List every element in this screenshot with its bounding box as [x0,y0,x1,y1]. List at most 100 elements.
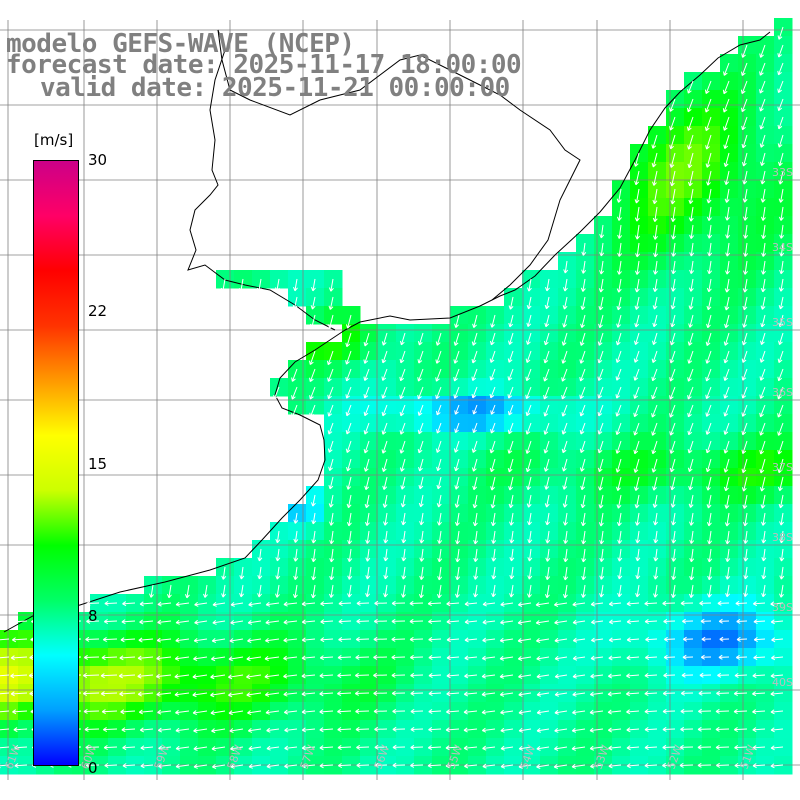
wind-arrow [490,422,496,434]
wind-arrow [651,440,658,455]
wind-arrow [326,350,334,366]
wind-cell [666,630,685,649]
wind-arrow [705,350,712,364]
wind-arrow [0,674,10,677]
wind-arrow [246,656,262,662]
wind-arrow [778,188,784,203]
wind-cell [198,684,217,703]
wind-arrow [0,710,10,713]
wind-cell [18,648,37,667]
wind-arrow [166,584,172,599]
wind-arrow [345,422,352,435]
wind-arrow [401,512,407,526]
wind-arrow [446,601,460,607]
wind-cell [522,648,541,667]
wind-arrow [157,727,172,733]
wind-arrow [633,422,640,436]
wind-arrow [554,619,568,625]
wind-arrow [725,242,731,257]
wind-arrow [760,188,766,203]
wind-arrow [319,745,334,751]
wind-arrow [283,619,298,625]
wind-cell [108,720,127,739]
wind-arrow [724,512,730,527]
wind-arrow [633,368,640,381]
wind-cell [450,720,469,739]
wind-arrow [399,350,406,364]
wind-arrow [527,512,533,526]
wind-arrow [10,673,28,679]
wind-arrow [599,548,605,563]
wind-cell [288,738,307,757]
wind-arrow [10,691,28,697]
wind-arrow [338,636,352,642]
wind-cell [90,702,109,721]
wind-cell [342,612,361,631]
wind-arrow [174,655,190,661]
wind-arrow [435,440,442,453]
wind-arrow [562,584,568,599]
wind-arrow [723,368,730,381]
wind-arrow [518,763,532,769]
wind-arrow [689,512,694,526]
wind-arrow [590,673,604,679]
wind-cell [306,612,325,631]
wind-arrow [707,566,713,581]
wind-arrow [616,512,622,527]
wind-cell [18,738,37,757]
wind-cell [414,594,433,613]
wind-arrow [633,386,640,399]
wind-arrow [760,170,766,185]
wind-cell [378,684,397,703]
wind-arrow [419,548,425,562]
wind-cell [684,720,703,739]
wind-arrow [688,206,694,222]
wind-cell [162,720,181,739]
wind-arrow [700,618,712,624]
wind-arrow [591,619,604,625]
wind-arrow [743,530,749,544]
wind-arrow [525,368,532,382]
wind-cell [396,702,415,721]
wind-arrow [705,368,712,382]
wind-arrow [579,350,586,364]
wind-arrow [682,636,694,642]
wind-arrow [753,619,766,625]
wind-arrow [687,368,694,382]
wind-arrow [718,618,730,624]
wind-arrow [722,98,730,113]
wind-arrow [634,494,640,509]
wind-arrow [699,600,712,606]
wind-arrow [644,709,658,715]
wind-arrow [719,636,730,642]
wind-cell [450,612,469,631]
wind-arrow [275,566,281,580]
wind-arrow [742,494,748,509]
wind-arrow [428,673,442,679]
wind-arrow [687,332,694,346]
wind-arrow [319,673,334,679]
wind-arrow [723,152,730,168]
wind-arrow [670,188,676,205]
wind-arrow [517,602,532,607]
wind-cell [684,666,703,685]
wind-cell [234,612,253,631]
wind-arrow [579,440,586,454]
wind-arrow [626,745,640,751]
wind-arrow [700,654,712,660]
wind-arrow [741,404,748,417]
wind-cell [306,630,325,649]
wind-arrow [572,655,586,661]
wind-arrow [122,763,136,769]
wind-arrow [508,314,514,328]
wind-arrow [284,745,298,751]
wind-cell [90,684,109,703]
wind-arrow [175,727,190,733]
wind-cell [558,720,577,739]
wind-arrow [779,584,784,598]
wind-cell [162,594,181,613]
wind-arrow [230,763,244,769]
wind-arrow [320,637,334,643]
wind-cell [648,684,667,703]
wind-arrow [591,637,604,643]
